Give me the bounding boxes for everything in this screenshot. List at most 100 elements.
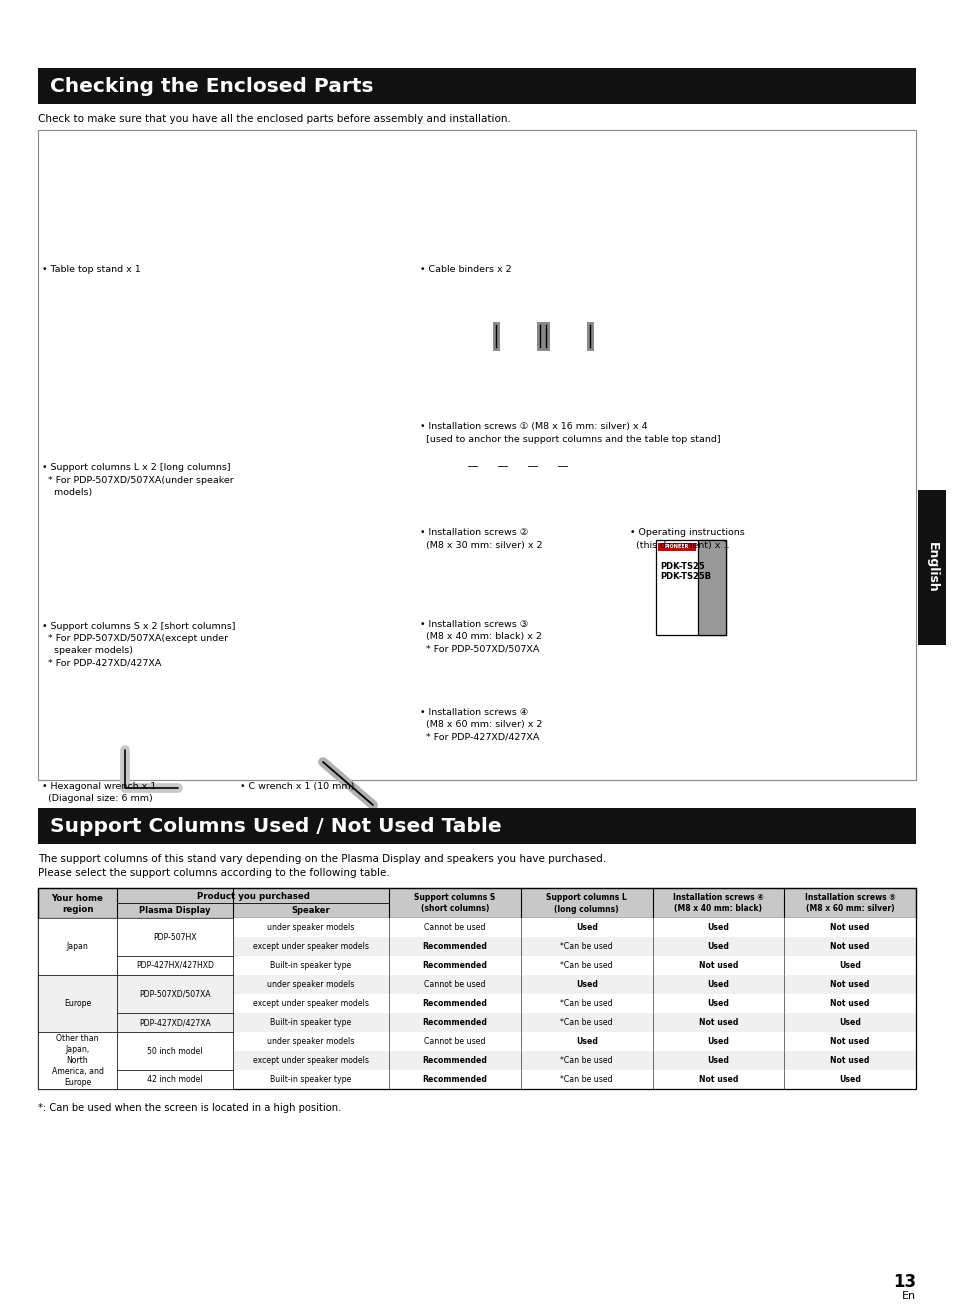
Wedge shape <box>470 642 484 650</box>
Text: Not used: Not used <box>830 923 869 932</box>
Bar <box>917 490 945 645</box>
Text: Used: Used <box>707 923 729 932</box>
Ellipse shape <box>343 537 353 546</box>
Text: Check to make sure that you have all the enclosed parts before assembly and inst: Check to make sure that you have all the… <box>38 114 511 124</box>
Text: Europe: Europe <box>64 999 91 1008</box>
Text: region: region <box>62 905 93 915</box>
Text: • Installation screws ④: • Installation screws ④ <box>419 708 528 717</box>
Wedge shape <box>497 642 513 650</box>
Bar <box>117 975 233 1013</box>
Text: Recommended: Recommended <box>422 1055 487 1065</box>
Text: Installation screws ⑤: Installation screws ⑤ <box>804 894 895 901</box>
Bar <box>38 975 915 994</box>
Text: • Installation screws ②: • Installation screws ② <box>419 528 528 537</box>
Text: Cannot be used: Cannot be used <box>424 923 485 932</box>
Text: Speaker: Speaker <box>292 905 330 915</box>
Text: Used: Used <box>707 980 729 990</box>
Wedge shape <box>469 716 485 725</box>
Text: • Operating instructions: • Operating instructions <box>629 528 744 537</box>
Text: (M8 x 40 mm: black): (M8 x 40 mm: black) <box>674 904 761 913</box>
Text: *Can be used: *Can be used <box>559 1075 613 1084</box>
Wedge shape <box>464 432 479 440</box>
Bar <box>117 1013 233 1032</box>
Text: • Support columns S x 2 [short columns]: • Support columns S x 2 [short columns] <box>42 622 235 630</box>
Ellipse shape <box>163 537 172 546</box>
Text: Please select the support columns according to the following table.: Please select the support columns accord… <box>38 869 390 878</box>
Text: • Table top stand x 1: • Table top stand x 1 <box>42 265 141 274</box>
Text: (M8 x 30 mm: silver) x 2: (M8 x 30 mm: silver) x 2 <box>419 541 542 550</box>
Text: under speaker models: under speaker models <box>267 980 355 990</box>
Text: * For PDP-507XD/507XA(except under: * For PDP-507XD/507XA(except under <box>42 634 228 644</box>
Text: Not used: Not used <box>830 1055 869 1065</box>
Bar <box>38 808 915 844</box>
Bar <box>38 1032 915 1051</box>
Text: * For PDP-427XD/427XA: * For PDP-427XD/427XA <box>42 658 161 667</box>
Text: Not used: Not used <box>830 1037 869 1046</box>
Text: Recommended: Recommended <box>422 1019 487 1026</box>
Text: Used: Used <box>576 1037 598 1046</box>
Text: Plasma Display: Plasma Display <box>139 905 211 915</box>
Text: • C wrench x 1 (10 mm): • C wrench x 1 (10 mm) <box>240 782 354 791</box>
Ellipse shape <box>283 537 293 546</box>
Text: except under speaker models: except under speaker models <box>253 1055 369 1065</box>
Text: Support columns L: Support columns L <box>546 894 626 901</box>
Text: • Hexagonal wrench x 1: • Hexagonal wrench x 1 <box>42 782 156 791</box>
Wedge shape <box>500 716 517 725</box>
Bar <box>504 725 514 771</box>
Wedge shape <box>497 554 513 562</box>
Text: • Installation screws ① (M8 x 16 mm: silver) x 4: • Installation screws ① (M8 x 16 mm: sil… <box>419 422 647 432</box>
Bar <box>172 345 183 390</box>
Text: Cannot be used: Cannot be used <box>424 980 485 990</box>
Text: Installation screws ④: Installation screws ④ <box>673 894 763 901</box>
Ellipse shape <box>283 508 293 517</box>
Text: Support Columns Used / Not Used Table: Support Columns Used / Not Used Table <box>50 816 501 836</box>
Text: Used: Used <box>576 923 598 932</box>
Text: Your home: Your home <box>51 894 103 903</box>
Ellipse shape <box>263 678 273 686</box>
Text: PDK-TS25: PDK-TS25 <box>659 562 704 571</box>
Ellipse shape <box>153 678 162 686</box>
Text: under speaker models: under speaker models <box>267 1037 355 1046</box>
Text: • Installation screws ③: • Installation screws ③ <box>419 620 528 629</box>
Text: Not used: Not used <box>698 1075 738 1084</box>
Text: Used: Used <box>576 980 598 990</box>
Text: Used: Used <box>839 1019 861 1026</box>
Bar <box>38 1051 915 1070</box>
Text: PDP-427XD/427XA: PDP-427XD/427XA <box>139 1019 211 1026</box>
Bar <box>656 540 725 636</box>
Bar <box>527 440 537 472</box>
Text: 13: 13 <box>892 1273 915 1291</box>
Text: The support columns of this stand vary depending on the Plasma Display and speak: The support columns of this stand vary d… <box>38 854 605 865</box>
Text: Product you purchased: Product you purchased <box>196 892 309 901</box>
Text: En: En <box>901 1291 915 1302</box>
Text: Recommended: Recommended <box>422 1075 487 1084</box>
Text: Built-in speaker type: Built-in speaker type <box>270 1075 352 1084</box>
Text: (M8 x 40 mm: black) x 2: (M8 x 40 mm: black) x 2 <box>419 632 541 641</box>
Text: *Can be used: *Can be used <box>559 1019 613 1026</box>
Text: Used: Used <box>707 1037 729 1046</box>
Text: except under speaker models: except under speaker models <box>253 942 369 951</box>
Text: Used: Used <box>707 942 729 951</box>
Text: Recommended: Recommended <box>422 961 487 970</box>
Text: Not used: Not used <box>830 942 869 951</box>
Text: Checking the Enclosed Parts: Checking the Enclosed Parts <box>50 76 374 96</box>
Bar <box>38 888 915 919</box>
Text: *Can be used: *Can be used <box>559 961 613 970</box>
Ellipse shape <box>343 508 353 517</box>
Bar <box>117 1032 233 1070</box>
Bar <box>698 540 725 636</box>
Text: (this document) x 1: (this document) x 1 <box>629 541 729 550</box>
Ellipse shape <box>263 703 273 711</box>
Text: (short columns): (short columns) <box>420 904 489 913</box>
Ellipse shape <box>203 678 213 686</box>
Bar <box>98 505 368 521</box>
Bar <box>473 562 481 597</box>
Bar <box>38 955 915 975</box>
Text: Other than
Japan,
North
America, and
Europe: Other than Japan, North America, and Eur… <box>51 1034 104 1087</box>
Bar <box>473 650 481 686</box>
Ellipse shape <box>203 703 213 711</box>
Text: Not used: Not used <box>830 980 869 990</box>
Bar <box>138 675 317 690</box>
Bar <box>38 68 915 104</box>
Wedge shape <box>495 432 510 440</box>
